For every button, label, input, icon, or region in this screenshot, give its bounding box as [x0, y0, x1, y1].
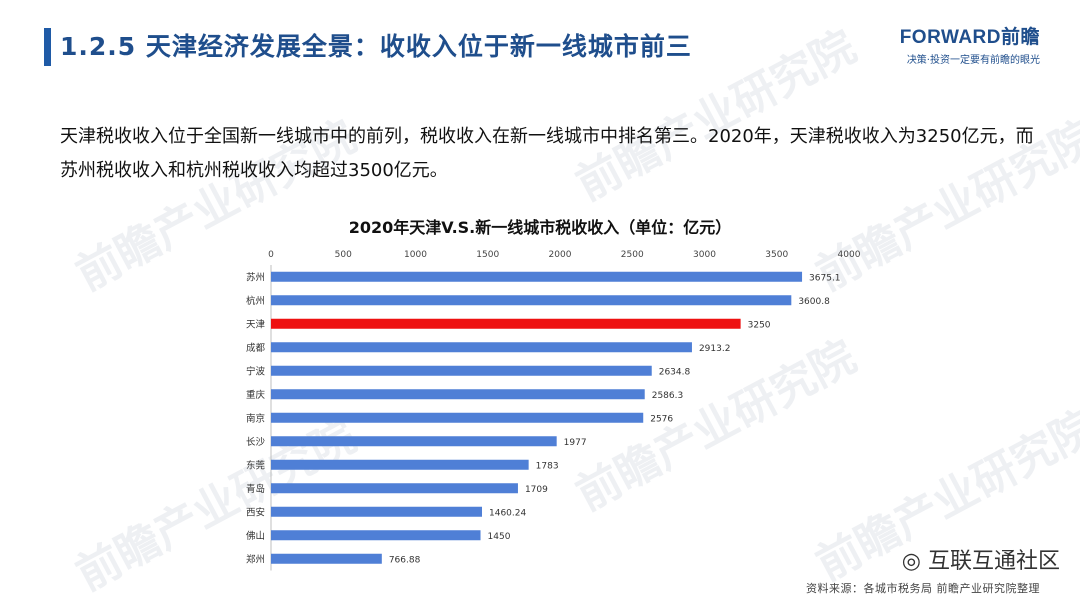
bar [271, 365, 652, 376]
data-label: 2586.3 [652, 391, 684, 401]
bar [271, 342, 692, 353]
data-label: 1709 [525, 485, 548, 495]
category-label: 成都 [246, 342, 266, 354]
category-label: 青岛 [246, 483, 265, 495]
bar [271, 436, 557, 447]
category-label: 杭州 [246, 295, 265, 307]
category-label: 长沙 [246, 436, 266, 448]
data-label: 1450 [488, 532, 511, 542]
category-label: 东莞 [246, 459, 266, 471]
bar [271, 459, 529, 470]
page-title: 1.2.5 天津经济发展全景：收收入位于新一线城市前三 [60, 32, 692, 61]
data-label: 2576 [650, 414, 673, 424]
x-tick-label: 2000 [549, 250, 572, 260]
bar [271, 271, 803, 282]
bar [271, 506, 483, 517]
data-label: 3600.8 [798, 297, 830, 307]
category-label: 宁波 [246, 365, 266, 377]
bar [271, 389, 645, 400]
title-accent-bar [44, 28, 51, 66]
source-note: 资料来源：各城市税务局 前瞻产业研究院整理 [806, 582, 1040, 595]
community-badge-text: 互联互通社区 [927, 549, 1060, 574]
x-tick-label: 4000 [838, 250, 861, 260]
bar [271, 412, 644, 423]
data-label: 3250 [748, 320, 771, 330]
x-tick-label: 2500 [621, 250, 644, 260]
bar [271, 530, 481, 541]
data-label: 1977 [564, 438, 587, 448]
data-label: 3675.1 [809, 273, 841, 283]
x-tick-label: 1000 [404, 250, 427, 260]
x-tick-label: 0 [268, 250, 274, 260]
category-label: 天津 [246, 319, 266, 330]
wechat-icon: ◎ [901, 549, 928, 574]
chart-title: 2020年天津V.S.新一线城市税收收入（单位：亿元） [348, 218, 732, 237]
category-label: 重庆 [246, 389, 266, 401]
bar [271, 295, 792, 306]
data-label: 2634.8 [659, 367, 691, 377]
bar [271, 553, 382, 564]
community-badge: ◎ 互联互通社区 [902, 543, 1060, 575]
category-label: 郑州 [246, 553, 265, 565]
bar [271, 483, 518, 494]
brand-logo-text: FORWARD前瞻 [899, 27, 1040, 48]
category-label: 苏州 [246, 271, 265, 283]
category-label: 佛山 [246, 530, 265, 542]
data-label: 2913.2 [699, 344, 731, 354]
x-tick-label: 1500 [476, 250, 499, 260]
bar [271, 318, 741, 329]
data-label: 1460.24 [489, 508, 526, 518]
brand-logo: FORWARD前瞻 决策·投资一定要有前瞻的眼光 [900, 22, 1040, 66]
data-label: 766.88 [389, 555, 421, 565]
x-tick-label: 500 [335, 250, 352, 260]
category-label: 西安 [246, 506, 265, 518]
brand-tagline: 决策·投资一定要有前瞻的眼光 [906, 55, 1040, 66]
intro-paragraph: 天津税收收入位于全国新一线城市中的前列，税收收入在新一线城市中排名第三。2020… [60, 126, 1034, 181]
x-tick-label: 3000 [693, 250, 716, 260]
category-label: 南京 [246, 412, 265, 424]
x-tick-label: 3500 [765, 250, 788, 260]
data-label: 1783 [536, 461, 559, 471]
